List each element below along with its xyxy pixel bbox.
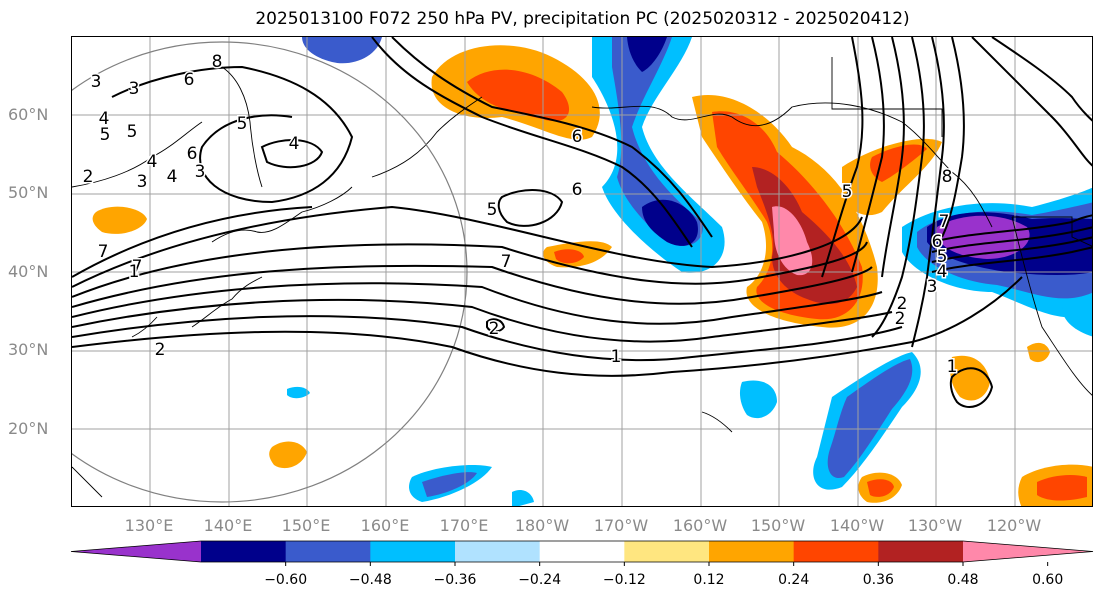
- contour-label: 8: [942, 167, 953, 187]
- contour-label: 5: [487, 200, 498, 220]
- colorbar-tick-label: 0.48: [947, 572, 979, 588]
- contour-label: 5: [937, 247, 948, 267]
- colorbar-tick-label: −0.12: [602, 572, 646, 588]
- lon-label-130e: 130°E: [124, 516, 174, 535]
- graticule: [72, 37, 1092, 506]
- contour-label: 6: [187, 144, 198, 164]
- colorbar-segment: [878, 541, 964, 562]
- lat-label-50n: 50°N: [8, 183, 49, 202]
- contour-label: 4: [167, 167, 178, 187]
- precipitation-fills: [92, 37, 1092, 506]
- contour-label: 5: [127, 122, 138, 142]
- lat-label-60n: 60°N: [8, 105, 49, 124]
- lon-label-170e: 170°E: [439, 516, 489, 535]
- lon-label-150w: 150°W: [750, 516, 806, 535]
- contour-label: 6: [184, 70, 195, 90]
- contour-label: 4: [937, 262, 948, 282]
- lon-label-180w: 180°W: [514, 516, 570, 535]
- contour-label: 2: [489, 319, 500, 339]
- colorbar-segment: [539, 541, 625, 562]
- lat-label-40n: 40°N: [8, 262, 49, 281]
- contour-label: 1: [947, 357, 958, 377]
- contour-label: 7: [939, 212, 950, 232]
- colorbar-segment: [71, 541, 201, 562]
- colorbar-tick-label: 0.24: [778, 572, 810, 588]
- precip-negative-region: [302, 37, 382, 64]
- lon-label-130w: 130°W: [907, 516, 963, 535]
- colorbar-segment: [455, 541, 541, 562]
- contour-label: 1: [129, 262, 140, 282]
- colorbar-segment: [201, 541, 287, 562]
- colorbar-segment: [285, 541, 371, 562]
- contour-label: 3: [137, 172, 148, 192]
- contour-label: 3: [129, 79, 140, 99]
- contour-label: 6: [932, 232, 943, 252]
- lon-label-160e: 160°E: [360, 516, 410, 535]
- colorbar-tick-label: −0.60: [264, 572, 308, 588]
- colorbar-segment: [793, 541, 879, 562]
- contour-label: 7: [132, 257, 143, 277]
- contour-label: 2: [83, 167, 94, 187]
- lon-label-140e: 140°E: [203, 516, 253, 535]
- lat-label-20n: 20°N: [8, 419, 49, 438]
- contour-label: 3: [195, 162, 206, 182]
- colorbar-tick-label: 0.36: [862, 572, 894, 588]
- coastlines: [72, 57, 1092, 498]
- contour-label: 7: [98, 242, 109, 262]
- contour-label: 4: [147, 152, 158, 172]
- lon-label-140w: 140°W: [829, 516, 885, 535]
- contour-label: 5: [237, 114, 248, 134]
- colorbar-segment: [624, 541, 710, 562]
- contour-label: 5: [100, 125, 111, 145]
- lon-label-150e: 150°E: [281, 516, 331, 535]
- projection-circle: [72, 41, 468, 503]
- colorbar-outline: [70, 540, 1094, 563]
- map-title: 2025013100 F072 250 hPa PV, precipitatio…: [255, 9, 910, 29]
- colorbar-segment: [370, 541, 456, 562]
- colorbar-segment: [709, 541, 795, 562]
- contour-label: 2: [155, 340, 166, 360]
- colorbar-tick-label: −0.36: [433, 572, 477, 588]
- colorbar-tick-label: −0.24: [518, 572, 562, 588]
- contour-label: 3: [91, 72, 102, 92]
- contour-label: 1: [611, 347, 622, 367]
- lat-label-30n: 30°N: [8, 340, 49, 359]
- contour-label: 6: [572, 127, 583, 147]
- contour-label: 2: [895, 309, 906, 329]
- lon-label-160w: 160°W: [672, 516, 728, 535]
- lon-label-170w: 170°W: [593, 516, 649, 535]
- contour-label: 2: [897, 294, 908, 314]
- lon-label-120w: 120°W: [986, 516, 1042, 535]
- colorbar-tick-label: −0.48: [348, 572, 392, 588]
- contour-label: 5: [842, 182, 853, 202]
- colorbar-tick-label: 0.12: [693, 572, 725, 588]
- contour-label: 6: [572, 180, 583, 200]
- contour-label: 4: [99, 109, 110, 129]
- contour-label: 4: [289, 134, 300, 154]
- contour-label: 7: [501, 252, 512, 272]
- colorbar-tick-label: 0.60: [1032, 572, 1064, 588]
- contour-label: 8: [212, 52, 223, 72]
- pv-contours: [72, 37, 1092, 408]
- colorbar-segment: [963, 541, 1093, 562]
- contour-label: 3: [927, 277, 938, 297]
